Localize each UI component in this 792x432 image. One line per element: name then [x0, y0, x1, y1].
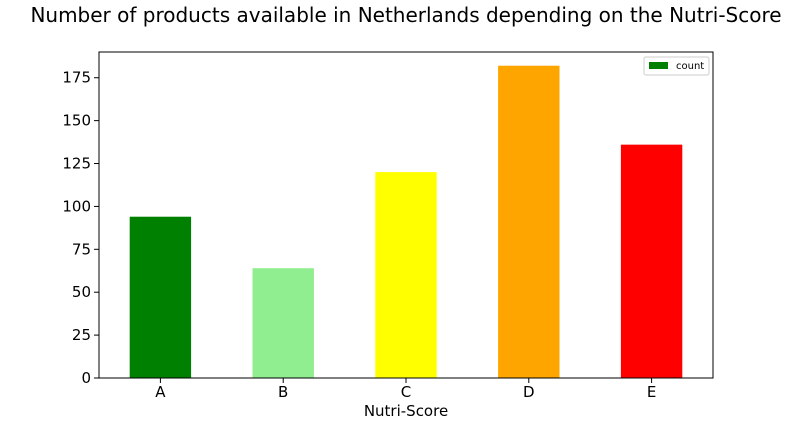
plot-frame	[98, 51, 714, 379]
y-tick-label: 125	[62, 155, 91, 173]
y-tick-label: 175	[62, 69, 91, 87]
legend-box	[643, 56, 710, 76]
legend: count	[643, 56, 710, 76]
bar-D	[498, 65, 560, 378]
x-tick-label: A	[155, 383, 166, 401]
y-tick-label: 50	[72, 283, 91, 301]
y-tick-label: 25	[72, 326, 91, 344]
x-axis: A B C D E	[155, 378, 656, 401]
y-tick-label: 0	[81, 369, 91, 387]
bar-A	[129, 216, 192, 378]
x-axis-label: Nutri-Score	[364, 402, 448, 420]
legend-label: count	[676, 61, 704, 72]
x-tick-label: B	[278, 383, 288, 401]
y-tick-label: 75	[72, 240, 91, 258]
x-tick-label: D	[523, 383, 535, 401]
bar-B	[252, 268, 314, 378]
chart-title: Number of products available in Netherla…	[30, 3, 781, 27]
bars-layer	[129, 65, 683, 378]
y-tick-label: 100	[62, 197, 91, 215]
x-tick-label: E	[647, 383, 656, 401]
y-axis: 0 25 50 75 100 125 150 175	[62, 69, 99, 387]
legend-swatch	[649, 62, 668, 69]
x-tick-label: C	[401, 383, 411, 401]
y-tick-label: 150	[62, 112, 91, 130]
bar-C	[375, 172, 437, 378]
bar-E	[620, 144, 683, 378]
